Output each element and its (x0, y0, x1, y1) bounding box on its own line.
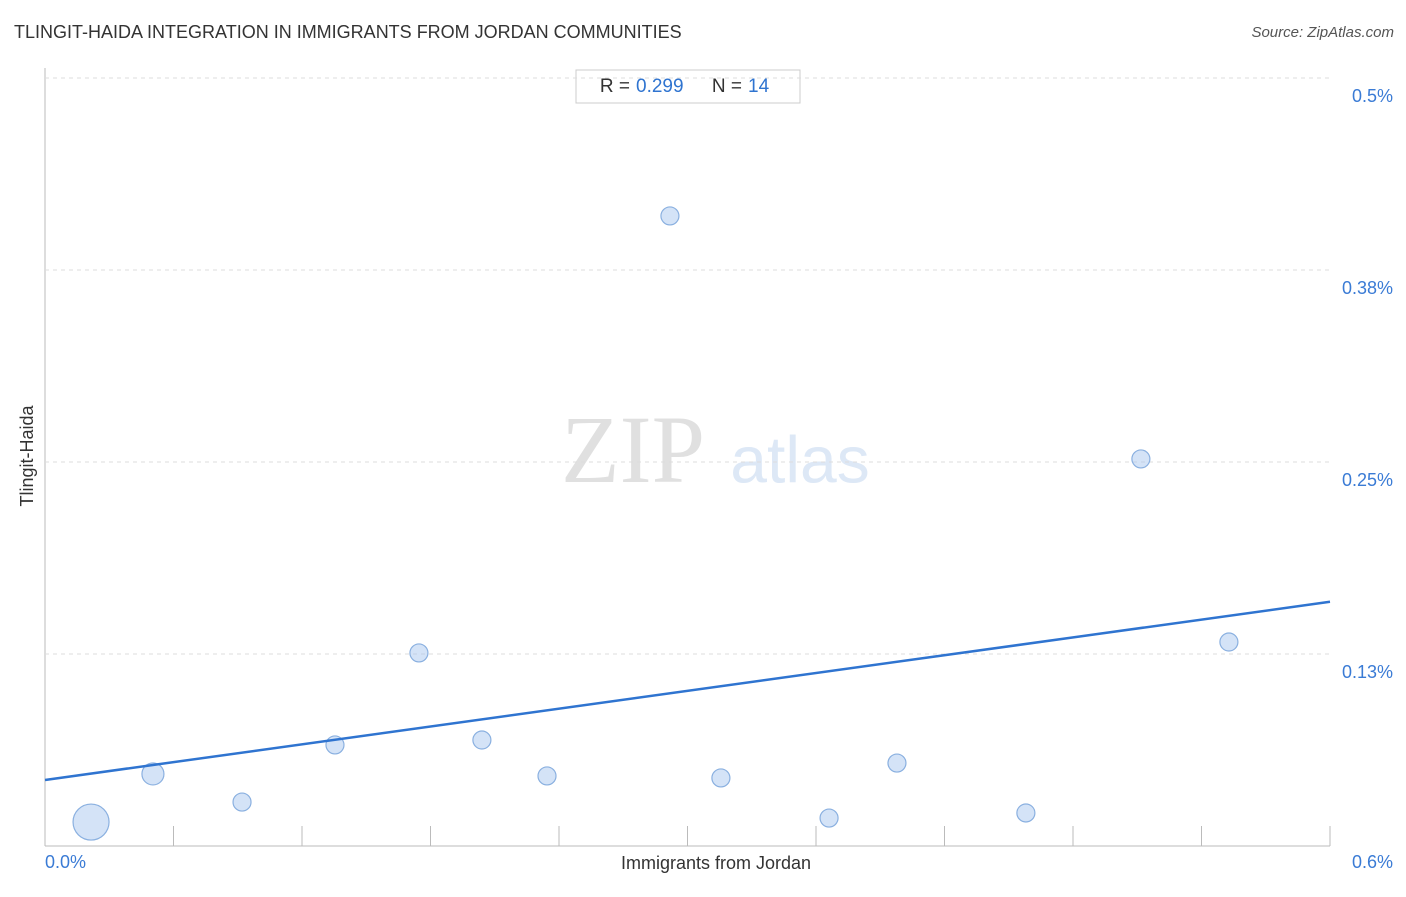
x-axis-label: Immigrants from Jordan (621, 853, 811, 873)
y-tick-label: 0.13% (1342, 662, 1393, 682)
stats-box (575, 69, 801, 104)
y-tick-label: 0.5% (1352, 86, 1393, 106)
bubble (409, 643, 429, 663)
y-tick-label: 0.38% (1342, 278, 1393, 298)
bubble (1016, 803, 1036, 823)
watermark: atlas (730, 422, 869, 496)
bubble (472, 730, 492, 750)
bubble (141, 762, 165, 786)
bubble (72, 803, 110, 841)
y-axis-label: Tlingit-Haida (17, 404, 37, 506)
bubble (537, 766, 557, 786)
stats-value: 14 (748, 76, 770, 97)
bubble (232, 792, 252, 812)
bubble (660, 206, 680, 226)
y-tick-label: 0.25% (1342, 470, 1393, 490)
source: Source: ZipAtlas.com (1251, 24, 1394, 41)
chart-title: TLINGIT-HAIDA INTEGRATION IN IMMIGRANTS … (14, 22, 682, 42)
bubble (887, 753, 907, 773)
stats-label: N = (712, 76, 742, 97)
trend-line (44, 600, 1331, 782)
watermark: ZIP (561, 396, 705, 503)
bubble (711, 768, 731, 788)
stats-value: 0.299 (636, 76, 684, 97)
x-tick-label: 0.6% (1352, 852, 1393, 872)
x-tick-label: 0.0% (45, 852, 86, 872)
bubble (1131, 449, 1151, 469)
bubble (819, 808, 839, 828)
stats-label: R = (600, 76, 630, 97)
bubble (1219, 632, 1239, 652)
